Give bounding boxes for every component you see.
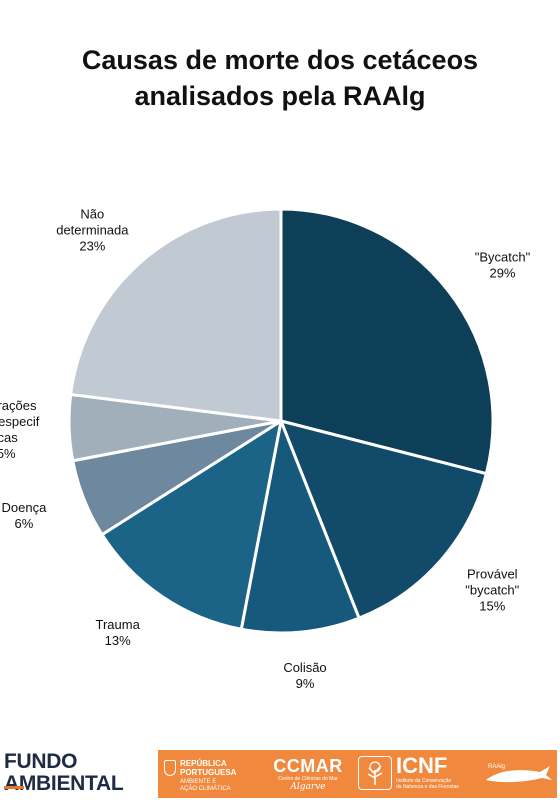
icnf-subtitle: Instituto da Conservação da Natureza e d… — [396, 778, 459, 790]
data-label-interacoes-interespecificas: Interaçõesinterespecificas5% — [0, 398, 40, 461]
republica-portuguesa-logo: REPÚBLICA PORTUGUESA AMBIENTE E AÇÃO CLI… — [164, 756, 254, 794]
pie-chart: "Bycatch" 29% Provável "bycatch" 15% Colisão 9… — [0, 207, 531, 691]
pie-slice-trauma — [100, 419, 283, 631]
fundo-ambiental-line1: FUNDO — [4, 750, 78, 773]
partner-logos-band: REPÚBLICA PORTUGUESA AMBIENTE E AÇÃO CLI… — [158, 750, 557, 798]
ccmar-logo: CCMAR Centro de Ciências do Mar Algarve — [262, 756, 354, 794]
raalg-tag: RAAlg — [488, 764, 506, 770]
chart-title-line1: Causas de morte dos cetáceos — [81, 45, 479, 75]
chart-title: Causas de morte dos cetáceos analisados … — [0, 42, 560, 114]
chart-title-line2: analisados pela RAAlg — [134, 81, 426, 111]
data-label-nao-determinada: Não determinada 23% — [56, 207, 129, 254]
data-label-doenca: Doença 6% — [2, 500, 48, 531]
fundo-ambiental-logo: FUNDO AMBIENTAL — [4, 751, 156, 797]
ccmar-region: Algarve — [290, 782, 326, 792]
ccmar-subtitle: Centro de Ciências do Mar — [278, 776, 338, 782]
pie-slice-nao-determinada — [69, 207, 283, 423]
data-label-colisao: Colisão 9% — [283, 660, 326, 691]
ccmar-name: CCMAR — [273, 756, 343, 776]
pie-slice-bycatch — [279, 207, 495, 476]
coat-of-arms-icon — [164, 760, 176, 776]
footer-logos: FUNDO AMBIENTAL REPÚBLICA PORTUGUESA AMB… — [0, 746, 560, 800]
raalg-logo: RAAlg — [480, 754, 554, 794]
republica-portuguesa-name: REPÚBLICA PORTUGUESA — [180, 759, 237, 777]
icnf-name: ICNF — [396, 753, 448, 778]
data-label-provavel-bycatch: Provável "bycatch" 15% — [465, 567, 519, 614]
tree-icon — [358, 756, 392, 790]
fundo-ambiental-line2: AMBIENTAL — [4, 772, 124, 795]
ambiente-acao-climatica: AMBIENTE E AÇÃO CLIMÁTICA — [180, 779, 231, 792]
fundo-ambiental-accent-bar — [4, 786, 24, 789]
pie-slice-colisao — [239, 419, 361, 635]
data-label-trauma: Trauma 13% — [96, 617, 141, 648]
data-label-bycatch: "Bycatch" 29% — [475, 250, 531, 281]
pie-slice-provavel-bycatch — [279, 419, 488, 620]
dolphin-icon — [486, 766, 552, 783]
icnf-logo: ICNF Instituto da Conservação da Naturez… — [358, 754, 476, 794]
